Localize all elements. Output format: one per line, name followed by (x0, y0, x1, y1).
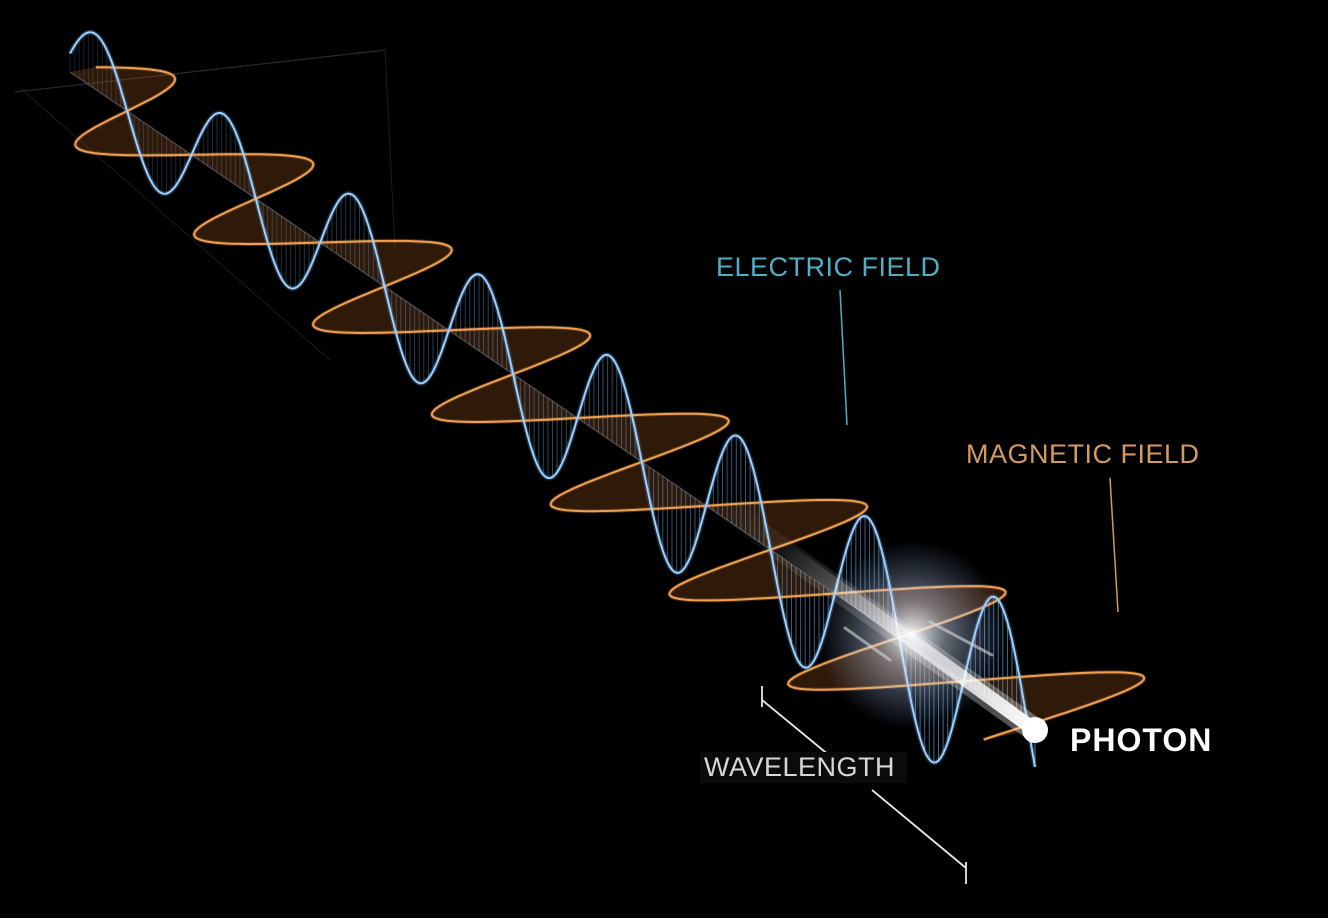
electric-field-leader (839, 289, 848, 426)
photon-label: PHOTON (1070, 722, 1213, 758)
background-guide-lines (14, 49, 396, 361)
electric-field-outlines (67, 29, 1038, 768)
electric-field-wave (69, 31, 1036, 768)
guide-line (384, 49, 396, 251)
photon-beam (708, 493, 1048, 743)
label-leader-lines (761, 289, 1119, 884)
wavelength-label: WAVELENGTH (700, 752, 908, 783)
guide-line (14, 49, 386, 93)
photon-head (1022, 717, 1048, 743)
magnetic-field-wave (74, 66, 1146, 741)
guide-line (19, 87, 331, 361)
motion-streak (843, 626, 892, 662)
magnetic-field-outlines (73, 65, 1147, 742)
electric-field-label: ELECTRIC FIELD (716, 252, 941, 282)
photon-beam-core (773, 538, 1042, 737)
motion-streak (928, 620, 994, 657)
magnetic-field-label: MAGNETIC FIELD (966, 439, 1200, 469)
magnetic-field-leader (1109, 477, 1119, 613)
wavelength-bracket (761, 699, 831, 757)
wavelength-bracket (871, 789, 967, 869)
